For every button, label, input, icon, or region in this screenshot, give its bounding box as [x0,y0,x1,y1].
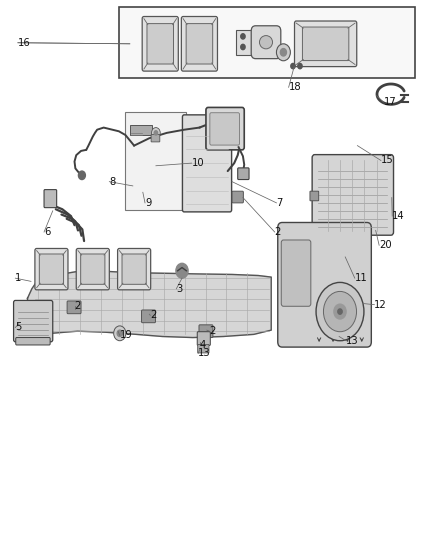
Text: 1: 1 [15,273,22,283]
Text: 5: 5 [15,322,22,333]
FancyBboxPatch shape [181,17,218,71]
FancyBboxPatch shape [81,254,105,284]
Circle shape [154,131,158,135]
FancyBboxPatch shape [281,240,311,306]
Text: 2: 2 [209,326,216,336]
Polygon shape [28,271,271,343]
Text: 19: 19 [120,330,133,341]
FancyBboxPatch shape [310,191,319,201]
FancyBboxPatch shape [142,17,178,71]
Text: 2: 2 [74,301,81,311]
Circle shape [338,309,342,314]
FancyBboxPatch shape [44,190,57,208]
FancyBboxPatch shape [294,21,357,67]
Text: 18: 18 [289,82,301,92]
FancyBboxPatch shape [312,155,393,235]
Text: 17: 17 [384,97,396,107]
FancyBboxPatch shape [251,26,281,59]
FancyBboxPatch shape [238,168,249,180]
FancyBboxPatch shape [141,310,155,322]
FancyBboxPatch shape [67,301,81,314]
FancyBboxPatch shape [76,248,110,290]
Circle shape [291,63,295,69]
Circle shape [298,63,302,69]
FancyBboxPatch shape [147,23,173,64]
Circle shape [152,127,160,138]
FancyBboxPatch shape [151,134,160,142]
FancyBboxPatch shape [199,325,213,337]
FancyBboxPatch shape [125,112,186,210]
Text: 4: 4 [200,340,206,350]
Circle shape [280,49,286,56]
Text: 2: 2 [275,227,281,237]
Text: 7: 7 [276,198,283,208]
Circle shape [78,171,85,180]
Text: 15: 15 [381,156,394,165]
FancyBboxPatch shape [206,108,244,150]
FancyBboxPatch shape [236,30,252,55]
Text: 3: 3 [177,284,183,294]
Text: 10: 10 [191,158,204,168]
Circle shape [323,292,357,332]
FancyBboxPatch shape [117,248,151,290]
Circle shape [334,304,346,319]
FancyBboxPatch shape [35,248,68,290]
FancyBboxPatch shape [39,254,64,284]
Circle shape [241,34,245,39]
Text: 11: 11 [355,273,367,283]
FancyBboxPatch shape [197,332,210,345]
FancyBboxPatch shape [186,23,213,64]
FancyBboxPatch shape [130,125,152,135]
Circle shape [316,282,364,341]
Circle shape [241,44,245,50]
Circle shape [276,44,290,61]
Text: 20: 20 [379,240,392,251]
FancyBboxPatch shape [183,115,232,212]
Text: 13: 13 [346,336,359,346]
FancyBboxPatch shape [119,7,415,78]
FancyBboxPatch shape [198,344,209,353]
FancyBboxPatch shape [14,301,53,342]
Text: 2: 2 [150,310,157,320]
Text: 6: 6 [44,227,50,237]
FancyBboxPatch shape [210,113,240,145]
Text: 9: 9 [145,198,152,208]
FancyBboxPatch shape [232,191,244,203]
Circle shape [176,263,188,278]
FancyBboxPatch shape [16,337,50,345]
Text: 16: 16 [18,38,31,48]
FancyBboxPatch shape [122,254,146,284]
FancyBboxPatch shape [302,27,349,61]
Text: 12: 12 [374,300,387,310]
Text: 14: 14 [392,211,405,221]
Text: 13: 13 [198,349,211,359]
Ellipse shape [259,36,272,49]
Text: 8: 8 [110,176,116,187]
Circle shape [117,330,122,336]
Circle shape [114,326,126,341]
FancyBboxPatch shape [278,222,371,347]
